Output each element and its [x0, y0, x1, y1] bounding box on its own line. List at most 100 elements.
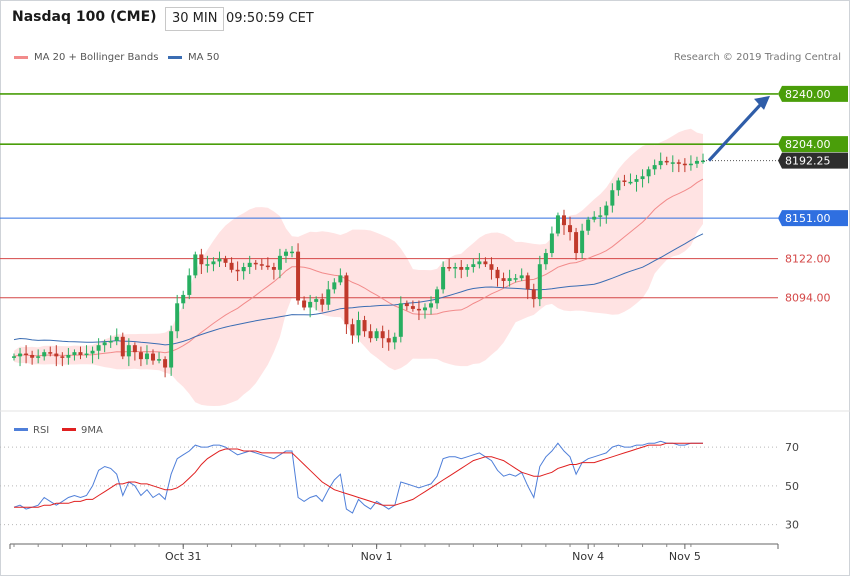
candle-body: [138, 352, 143, 360]
candle-body: [465, 267, 470, 270]
candle-body: [114, 336, 119, 341]
candle-body: [96, 345, 101, 351]
candle-body: [586, 219, 591, 231]
target-arrow-shaft: [707, 101, 764, 162]
candle-body: [181, 294, 186, 304]
candle-body: [676, 162, 681, 164]
candle-body: [453, 267, 458, 269]
candle-body: [356, 320, 361, 336]
price-tag-8204.00-bg: [778, 136, 848, 153]
candle-body: [199, 254, 204, 265]
candle-body: [368, 331, 373, 339]
rsi-tick-30: 30: [785, 519, 799, 532]
candle-body: [519, 275, 524, 279]
candle-body: [78, 352, 83, 355]
candle-body: [537, 264, 542, 300]
candle-body: [501, 278, 506, 281]
candle-body: [332, 282, 337, 290]
rsi-ma-line: [14, 442, 703, 508]
candle-body: [362, 320, 367, 332]
candle-body: [18, 353, 23, 357]
candle-body: [471, 264, 476, 268]
candle-body: [144, 353, 149, 360]
candle-body: [410, 306, 415, 309]
candle-body: [568, 225, 573, 233]
legend-ma20: MA 20 + Bollinger Bands: [14, 52, 158, 63]
price-tag-8240.00-bg: [778, 85, 848, 102]
candle-body: [308, 301, 313, 308]
price-tag-8094.00: 8094.00: [785, 292, 831, 305]
candle-body: [163, 359, 168, 368]
candle-body: [634, 179, 639, 182]
instrument-title: Nasdaq 100 (CME): [12, 9, 157, 25]
candle-body: [628, 181, 633, 184]
interval-selector[interactable]: 30 MIN: [165, 7, 225, 31]
candle-body: [604, 205, 609, 216]
candle-body: [429, 303, 434, 308]
candle-body: [84, 353, 89, 356]
candle-body: [211, 261, 216, 265]
candle-body: [598, 215, 603, 217]
price-tag-8240.00: 8240.00: [785, 88, 831, 101]
candle-body: [314, 299, 319, 302]
candle-body: [350, 324, 355, 336]
legend-ma20-label: MA 20 + Bollinger Bands: [34, 52, 159, 63]
candle-body: [326, 289, 331, 305]
candle-body: [296, 251, 301, 301]
price-tag-8151.00-bg: [778, 210, 848, 227]
rsi-line: [13, 440, 703, 514]
candle-body: [646, 169, 651, 177]
last-price-tag: 8192.25: [785, 155, 831, 168]
candle-body: [102, 342, 107, 346]
candle-body: [302, 300, 307, 308]
price-tag-8204.00: 8204.00: [785, 138, 831, 151]
candle-body: [24, 353, 29, 356]
candle-body: [507, 278, 512, 281]
candle-body: [54, 353, 59, 357]
candle-body: [422, 307, 427, 311]
x-tick-label: Nov 5: [669, 550, 701, 563]
candle-body: [187, 275, 192, 295]
candle-body: [205, 264, 210, 266]
candle-body: [126, 345, 131, 357]
x-tick-label: Nov 4: [572, 550, 604, 563]
target-arrow-head: [754, 95, 770, 110]
candle-body: [229, 262, 234, 270]
price-tag-8122.00: 8122.00: [785, 253, 831, 266]
candle-body: [495, 269, 500, 279]
candle-body: [435, 289, 440, 304]
rsi-tick-50: 50: [785, 480, 799, 493]
candle-body: [90, 350, 95, 354]
candle-body: [42, 352, 47, 357]
candle-body: [416, 308, 421, 311]
candle-body: [392, 336, 397, 343]
candle-body: [157, 359, 162, 361]
candle-body: [513, 278, 518, 280]
candle-body: [151, 353, 156, 361]
candle-body: [380, 331, 385, 339]
candle-body: [66, 354, 71, 358]
candle-body: [610, 190, 615, 206]
candle-body: [72, 352, 77, 355]
rsi-ma-legend-label: 9MA: [81, 425, 103, 436]
candle-body: [223, 258, 228, 263]
candle-body: [132, 345, 137, 353]
candle-body: [658, 160, 663, 166]
candle-body: [441, 267, 446, 290]
candle-body: [592, 216, 597, 220]
ma20-swatch: [14, 56, 28, 59]
legend-ma50-label: MA 50: [188, 52, 220, 63]
candle-body: [108, 340, 113, 343]
candle-body: [459, 267, 464, 270]
candle-body: [277, 255, 282, 270]
candle-body: [60, 356, 65, 358]
candle-body: [561, 215, 566, 226]
rsi-tick-70: 70: [785, 441, 799, 454]
candle-body: [688, 163, 693, 166]
legend-ma50: MA 50: [168, 52, 219, 63]
candle-body: [525, 275, 530, 290]
candle-body: [175, 303, 180, 332]
research-credit: Research © 2019 Trading Central: [673, 52, 841, 63]
candle-body: [580, 230, 585, 254]
